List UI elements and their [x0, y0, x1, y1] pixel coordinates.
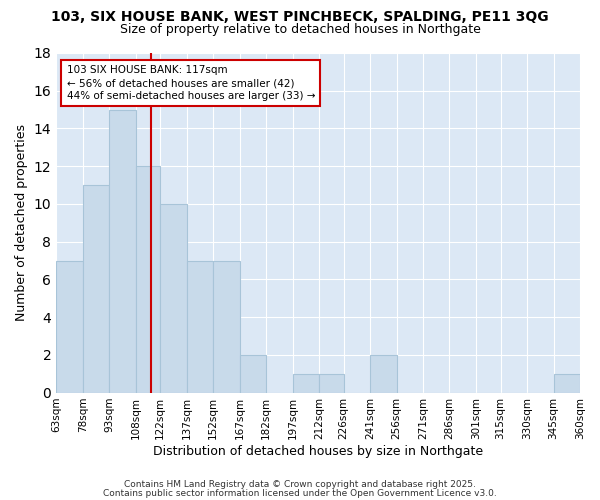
Text: 103 SIX HOUSE BANK: 117sqm
← 56% of detached houses are smaller (42)
44% of semi: 103 SIX HOUSE BANK: 117sqm ← 56% of deta…: [67, 65, 315, 102]
X-axis label: Distribution of detached houses by size in Northgate: Distribution of detached houses by size …: [153, 444, 483, 458]
Bar: [370, 355, 397, 393]
Bar: [83, 185, 109, 392]
Bar: [109, 110, 136, 393]
Bar: [554, 374, 580, 392]
Text: Contains public sector information licensed under the Open Government Licence v3: Contains public sector information licen…: [103, 488, 497, 498]
Bar: [239, 355, 266, 393]
Text: Contains HM Land Registry data © Crown copyright and database right 2025.: Contains HM Land Registry data © Crown c…: [124, 480, 476, 489]
Text: 103, SIX HOUSE BANK, WEST PINCHBECK, SPALDING, PE11 3QG: 103, SIX HOUSE BANK, WEST PINCHBECK, SPA…: [51, 10, 549, 24]
Bar: [187, 260, 213, 392]
Bar: [56, 260, 83, 392]
Bar: [293, 374, 319, 392]
Text: Size of property relative to detached houses in Northgate: Size of property relative to detached ho…: [119, 22, 481, 36]
Bar: [160, 204, 187, 392]
Bar: [136, 166, 160, 392]
Y-axis label: Number of detached properties: Number of detached properties: [15, 124, 28, 322]
Bar: [319, 374, 344, 392]
Bar: [213, 260, 239, 392]
